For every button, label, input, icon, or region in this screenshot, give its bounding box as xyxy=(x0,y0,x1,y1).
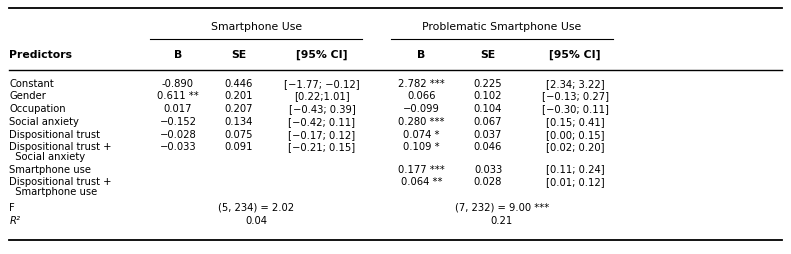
Text: 0.075: 0.075 xyxy=(225,129,253,139)
Text: 0.280 ***: 0.280 *** xyxy=(399,116,445,126)
Text: [−0.17; 0.12]: [−0.17; 0.12] xyxy=(289,129,355,139)
Text: Dispositional trust +: Dispositional trust + xyxy=(9,177,112,187)
Text: 0.201: 0.201 xyxy=(225,91,253,101)
Text: [−0.21; 0.15]: [−0.21; 0.15] xyxy=(289,142,355,152)
Text: 0.207: 0.207 xyxy=(225,104,253,114)
Text: Dispositional trust: Dispositional trust xyxy=(9,129,100,139)
Text: [0.01; 0.12]: [0.01; 0.12] xyxy=(546,177,604,187)
Text: 0.21: 0.21 xyxy=(490,215,513,225)
Text: Dispositional trust +: Dispositional trust + xyxy=(9,142,112,152)
Text: [2.34; 3.22]: [2.34; 3.22] xyxy=(546,78,604,88)
Text: [−0.42; 0.11]: [−0.42; 0.11] xyxy=(289,116,355,126)
Text: Gender: Gender xyxy=(9,91,47,101)
Text: 0.067: 0.067 xyxy=(474,116,502,126)
Text: −0.152: −0.152 xyxy=(160,116,196,126)
Text: [0.02; 0.20]: [0.02; 0.20] xyxy=(546,142,604,152)
Text: 0.177 ***: 0.177 *** xyxy=(398,164,445,174)
Text: SE: SE xyxy=(480,50,496,60)
Text: 0.033: 0.033 xyxy=(474,164,502,174)
Text: 0.028: 0.028 xyxy=(474,177,502,187)
Text: Occupation: Occupation xyxy=(9,104,66,114)
Text: Smartphone use: Smartphone use xyxy=(9,164,92,174)
Text: 0.017: 0.017 xyxy=(164,104,192,114)
Text: B: B xyxy=(174,50,182,60)
Text: [95% CI]: [95% CI] xyxy=(296,50,348,60)
Text: B: B xyxy=(418,50,426,60)
Text: SE: SE xyxy=(231,50,247,60)
Text: Predictors: Predictors xyxy=(9,50,73,60)
Text: 0.102: 0.102 xyxy=(474,91,502,101)
Text: 0.037: 0.037 xyxy=(474,129,502,139)
Text: [95% CI]: [95% CI] xyxy=(549,50,601,60)
Text: 0.109 *: 0.109 * xyxy=(403,142,440,152)
Text: [0.22;1.01]: [0.22;1.01] xyxy=(294,91,350,101)
Text: [−0.13; 0.27]: [−0.13; 0.27] xyxy=(542,91,608,101)
Text: 0.064 **: 0.064 ** xyxy=(401,177,442,187)
Text: F: F xyxy=(9,202,15,212)
Text: 0.074 *: 0.074 * xyxy=(403,129,440,139)
Text: [0.11; 0.24]: [0.11; 0.24] xyxy=(546,164,604,174)
Text: Smartphone use: Smartphone use xyxy=(9,186,98,196)
Text: [−0.30; 0.11]: [−0.30; 0.11] xyxy=(542,104,608,114)
Text: −0.028: −0.028 xyxy=(160,129,196,139)
Text: Constant: Constant xyxy=(9,78,55,88)
Text: (5, 234) = 2.02: (5, 234) = 2.02 xyxy=(218,202,294,212)
Text: [0.15; 0.41]: [0.15; 0.41] xyxy=(546,116,604,126)
Text: 0.225: 0.225 xyxy=(474,78,502,88)
Text: R²: R² xyxy=(9,215,21,225)
Text: 0.066: 0.066 xyxy=(407,91,436,101)
Text: -0.890: -0.890 xyxy=(162,78,194,88)
Text: Problematic Smartphone Use: Problematic Smartphone Use xyxy=(422,22,581,32)
Text: 0.446: 0.446 xyxy=(225,78,253,88)
Text: 0.611 **: 0.611 ** xyxy=(157,91,199,101)
Text: [−0.43; 0.39]: [−0.43; 0.39] xyxy=(289,104,355,114)
Text: (7, 232) = 9.00 ***: (7, 232) = 9.00 *** xyxy=(455,202,549,212)
Text: −0.099: −0.099 xyxy=(403,104,440,114)
Text: 0.04: 0.04 xyxy=(245,215,267,225)
Text: [0.00; 0.15]: [0.00; 0.15] xyxy=(546,129,604,139)
Text: Social anxiety: Social anxiety xyxy=(9,116,79,126)
Text: 0.134: 0.134 xyxy=(225,116,253,126)
Text: 0.046: 0.046 xyxy=(474,142,502,152)
Text: 2.782 ***: 2.782 *** xyxy=(398,78,445,88)
Text: 0.104: 0.104 xyxy=(474,104,502,114)
Text: Social anxiety: Social anxiety xyxy=(9,151,85,161)
Text: −0.033: −0.033 xyxy=(160,142,196,152)
Text: 0.091: 0.091 xyxy=(225,142,253,152)
Text: Smartphone Use: Smartphone Use xyxy=(210,22,302,32)
Text: [−1.77; −0.12]: [−1.77; −0.12] xyxy=(284,78,360,88)
